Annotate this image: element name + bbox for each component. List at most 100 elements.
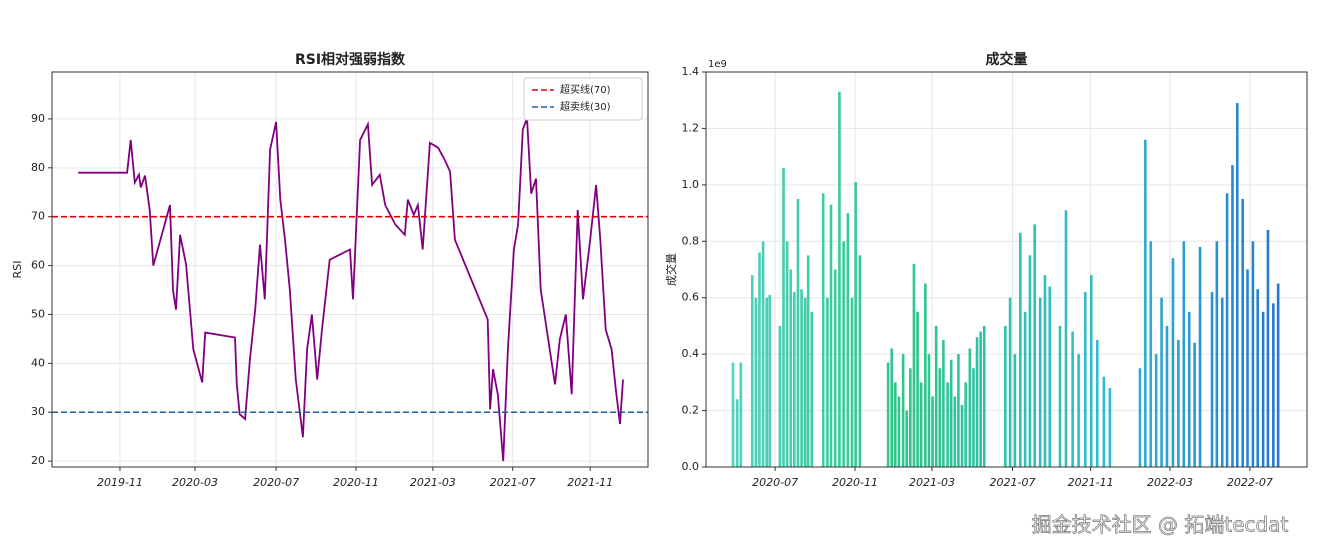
- y-tick-label: 30: [31, 405, 45, 418]
- bar: [1171, 258, 1175, 467]
- offset-label: 1e9: [708, 59, 727, 70]
- y-tick-label: 40: [31, 356, 45, 369]
- x-tick-label: 2020-03: [172, 476, 218, 489]
- bar: [975, 337, 979, 467]
- bar: [1198, 246, 1202, 467]
- bar: [1165, 325, 1169, 467]
- y-tick-label: 50: [31, 307, 45, 320]
- bar: [1241, 198, 1244, 467]
- legend-label: 超买线(70): [560, 83, 611, 96]
- bar: [1064, 210, 1068, 467]
- y-tick-label: 60: [31, 259, 45, 272]
- bar: [953, 396, 957, 467]
- bar: [842, 241, 845, 467]
- x-tick-label: 2020-07: [253, 476, 299, 489]
- bar: [761, 241, 765, 467]
- bar: [754, 297, 758, 467]
- bar: [821, 193, 825, 468]
- y-tick-label: 20: [31, 454, 45, 467]
- bar: [1251, 241, 1255, 467]
- chart-title: 成交量: [986, 51, 1028, 68]
- bar: [1246, 269, 1249, 467]
- bar: [793, 292, 796, 467]
- bar: [938, 368, 942, 467]
- bar: [1256, 289, 1260, 467]
- bar: [1028, 255, 1032, 467]
- bar: [850, 297, 854, 467]
- x-tick-label: 2019-11: [97, 476, 143, 489]
- bar: [1089, 275, 1093, 467]
- y-axis-label: 成交量: [664, 253, 678, 286]
- x-tick-label: 2022-07: [1227, 476, 1273, 489]
- bar: [931, 396, 934, 467]
- bar: [806, 255, 810, 467]
- x-tick-label: 2021-03: [410, 476, 456, 489]
- bar: [964, 382, 967, 467]
- legend-box: [523, 77, 643, 121]
- bar: [758, 252, 761, 467]
- bar: [800, 289, 803, 467]
- bar: [1013, 354, 1017, 467]
- bar: [919, 382, 923, 467]
- bar: [1182, 241, 1186, 467]
- bar: [901, 354, 905, 467]
- y-tick-label: 0.6: [682, 291, 700, 304]
- bar: [739, 362, 743, 467]
- x-tick-label: 2021-11: [1068, 476, 1114, 489]
- bar: [1048, 286, 1052, 467]
- y-tick-label: 1.2: [682, 121, 700, 134]
- bar: [1261, 311, 1265, 467]
- bar: [1008, 297, 1012, 467]
- bar: [1043, 275, 1047, 467]
- bar: [1187, 311, 1191, 467]
- bar: [833, 269, 837, 467]
- bar: [1177, 340, 1180, 467]
- bar: [927, 354, 931, 467]
- bar: [916, 311, 919, 467]
- bar: [912, 263, 916, 467]
- bar: [1071, 331, 1074, 467]
- axes-frame: [51, 71, 649, 468]
- bar: [1144, 139, 1147, 467]
- bar: [1154, 354, 1158, 467]
- y-tick-label: 0.8: [682, 234, 700, 247]
- y-tick-label: 1.0: [682, 178, 700, 191]
- bar: [1266, 230, 1270, 467]
- x-tick-label: 2021-07: [990, 476, 1036, 489]
- bar: [1193, 342, 1196, 467]
- bar: [1095, 340, 1099, 467]
- bar: [968, 348, 972, 467]
- bar: [858, 255, 862, 467]
- bar: [829, 204, 833, 467]
- y-tick-label: 0.4: [682, 347, 700, 360]
- bar: [949, 359, 953, 467]
- bar: [768, 294, 772, 467]
- bar: [979, 331, 982, 467]
- bar: [854, 182, 857, 468]
- bar: [1023, 311, 1027, 467]
- bar: [1077, 354, 1080, 467]
- axes-frame: [705, 71, 1308, 468]
- bar: [1102, 376, 1106, 467]
- x-tick-label: 2020-07: [752, 476, 798, 489]
- x-tick-label: 2022-03: [1147, 476, 1193, 489]
- x-tick-label: 2021-07: [490, 476, 536, 489]
- y-tick-label: 80: [31, 161, 45, 174]
- bar: [846, 213, 850, 467]
- bar: [785, 241, 789, 467]
- bar: [905, 410, 909, 467]
- bar: [803, 297, 807, 467]
- y-tick-label: 90: [31, 112, 45, 125]
- bar: [1231, 165, 1234, 467]
- bar: [942, 340, 945, 467]
- bar: [1215, 241, 1219, 467]
- x-tick-label: 2021-03: [909, 476, 955, 489]
- bar: [1038, 297, 1042, 467]
- bar: [960, 404, 964, 467]
- bar: [886, 362, 890, 467]
- legend-label: 超卖线(30): [560, 100, 611, 113]
- bar: [1272, 303, 1275, 467]
- bar: [1138, 368, 1142, 467]
- bar: [934, 325, 938, 467]
